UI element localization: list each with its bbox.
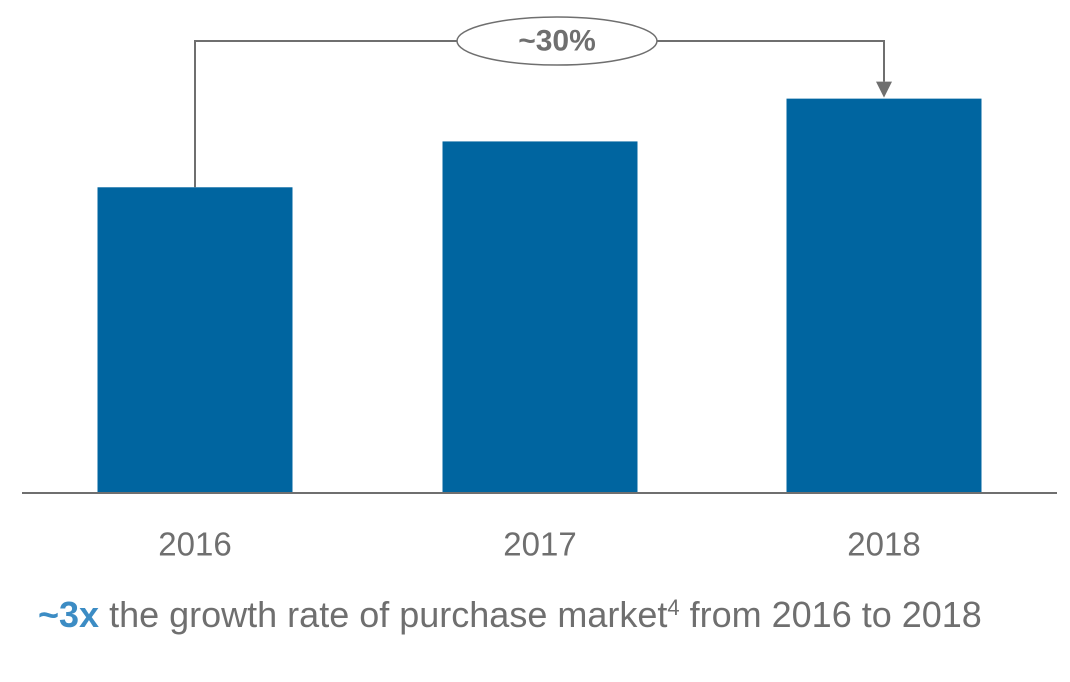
growth-annotation: ~30%	[194, 16, 892, 188]
x-tick-label-2016: 2016	[158, 526, 231, 563]
caption-text: the growth rate of purchase market	[99, 594, 668, 635]
x-tick-label-2017: 2017	[503, 526, 576, 563]
footnote-marker: 4	[667, 595, 680, 620]
growth-label: ~30%	[518, 25, 596, 58]
x-tick-label-2018: 2018	[847, 526, 920, 563]
bar-2018	[786, 98, 982, 493]
bar-2016	[97, 187, 293, 494]
x-tick-labels: 2016 2017 2018	[158, 526, 920, 563]
bar-2017	[442, 141, 638, 493]
caption-text-end: from 2016 to 2018	[679, 594, 982, 635]
arrow-down-icon	[876, 81, 892, 98]
bars-group	[97, 98, 982, 494]
caption-highlight: ~3x	[38, 594, 100, 635]
caption: ~3x the growth rate of purchase market4 …	[38, 593, 1038, 636]
growth-bubble	[456, 16, 658, 66]
bar-chart: 2016 2017 2018 ~30%	[22, 16, 1057, 563]
